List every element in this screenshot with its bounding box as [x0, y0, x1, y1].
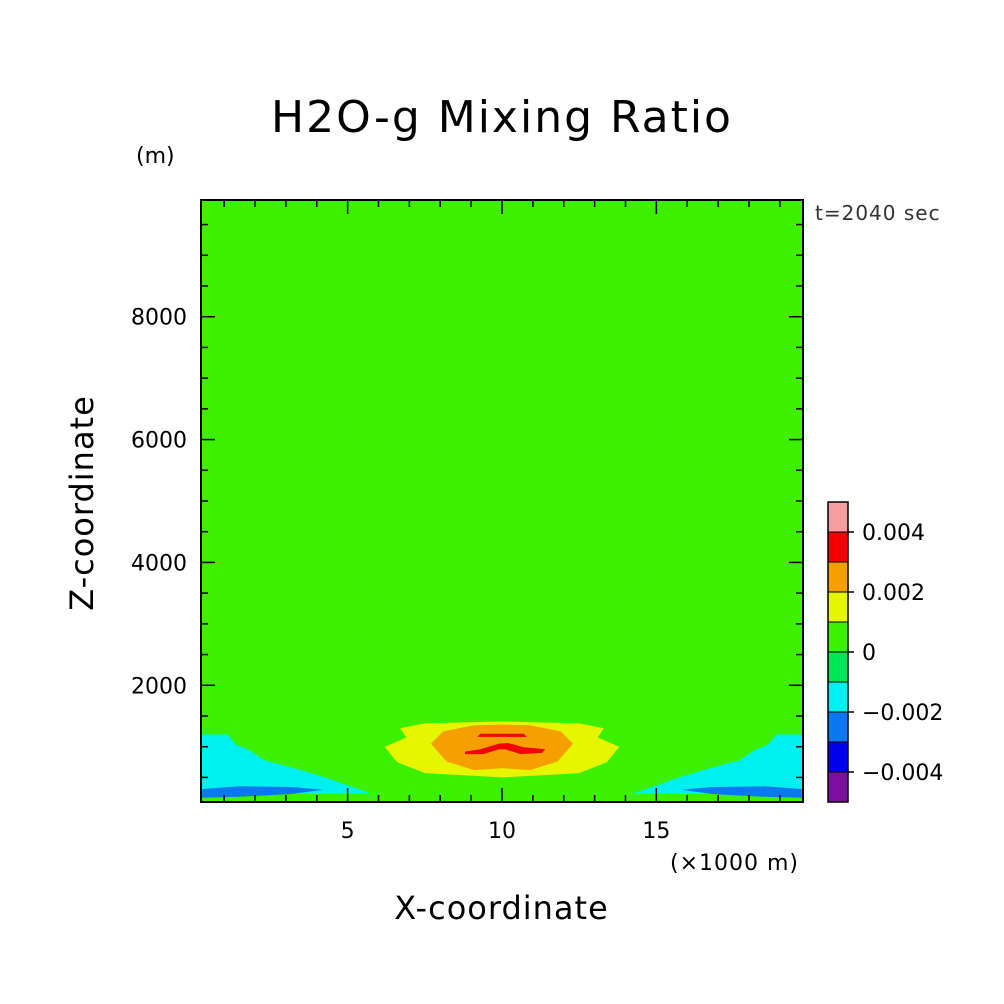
contour-region-5	[201, 786, 323, 798]
colorbar-tick-label: −0.002	[862, 701, 943, 726]
contour-region-1	[201, 624, 803, 707]
colorbar-swatch	[827, 651, 849, 683]
contour-fills	[201, 200, 803, 802]
y-tick-label: 2000	[131, 674, 187, 699]
colorbar-tick-label: 0	[862, 641, 876, 666]
contour-region-7	[201, 738, 212, 747]
colorbar-swatch	[827, 591, 849, 623]
colorbar-tick-label: −0.004	[862, 761, 943, 786]
y-axis-unit: (m)	[136, 144, 175, 169]
colorbar-swatch	[827, 501, 849, 533]
colorbar-swatch	[827, 771, 849, 803]
x-tick-label: 5	[341, 819, 355, 844]
contour-region-6	[681, 786, 803, 798]
time-label: t=2040 sec	[815, 201, 941, 225]
x-tick-label: 10	[488, 819, 516, 844]
contour-region-12	[465, 743, 546, 755]
colorbar-swatch	[827, 711, 849, 743]
y-tick-label: 6000	[131, 429, 187, 454]
y-tick-label: 4000	[131, 551, 187, 576]
colorbar-swatch	[827, 741, 849, 773]
y-tick-label: 8000	[131, 306, 187, 331]
chart-title: H2O-g Mixing Ratio	[271, 92, 733, 143]
colorbar-tick-label: 0.002	[862, 581, 925, 606]
contour-region-0	[201, 215, 803, 627]
contour-region-8	[792, 738, 803, 747]
x-tick-label: 15	[642, 819, 670, 844]
contour-region-11	[477, 733, 527, 737]
axis-tick-labels: 5 10 15 2000 4000 6000 8000	[131, 306, 670, 844]
axis-ticks	[201, 200, 803, 802]
contour-region-3	[201, 734, 373, 794]
colorbar-swatch	[827, 621, 849, 653]
colorbar: −0.004 −0.002 0 0.002 0.004	[827, 501, 943, 803]
colorbar-swatch	[827, 681, 849, 713]
x-axis-label: X-coordinate	[394, 889, 609, 927]
x-axis-unit: (×1000 m)	[670, 851, 800, 876]
colorbar-swatch	[827, 531, 849, 563]
colorbar-swatch	[827, 561, 849, 593]
colorbar-tick-label: 0.004	[862, 521, 925, 546]
contour-region-4	[631, 734, 803, 794]
